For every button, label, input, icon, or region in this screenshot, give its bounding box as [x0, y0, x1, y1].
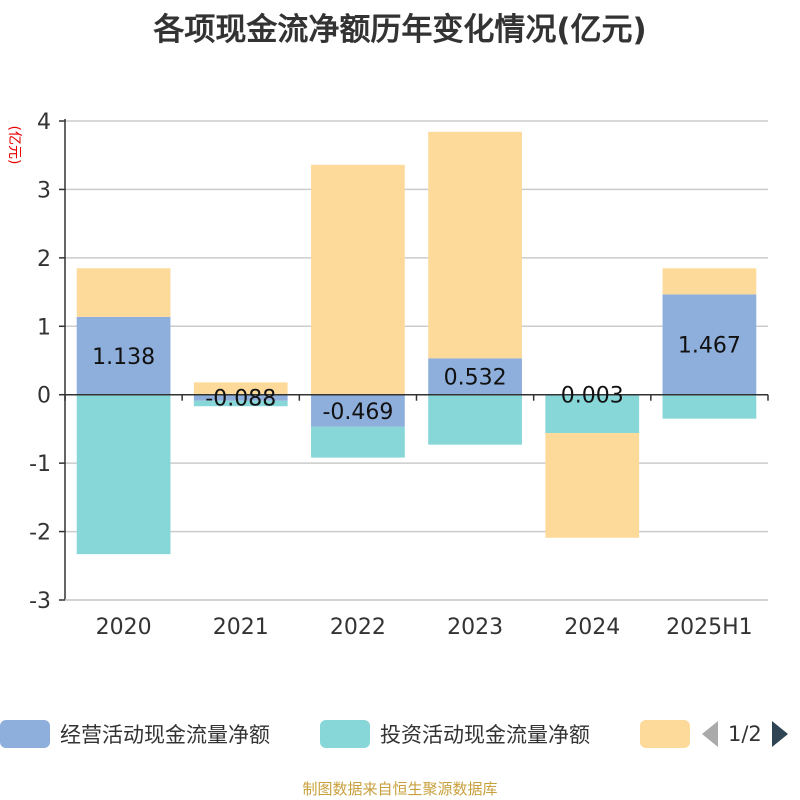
legend: 经营活动现金流量净额 投资活动现金流量净额 1/2	[0, 716, 800, 752]
legend-swatch-financing	[640, 720, 690, 748]
chart-title: 各项现金流净额历年变化情况(亿元)	[153, 12, 647, 48]
x-tick-label: 2022	[330, 615, 386, 640]
prev-page-icon[interactable]	[700, 719, 720, 749]
y-tick-label: 2	[37, 247, 51, 272]
bar-series-2-2022[interactable]	[311, 164, 405, 395]
next-page-icon[interactable]	[770, 719, 790, 749]
data-label-operating-2024: 0.003	[561, 384, 624, 409]
bar-series-2-2024[interactable]	[545, 433, 640, 538]
y-tick-label: 1	[37, 315, 51, 340]
y-tick-label: 3	[37, 178, 51, 203]
source-note: 制图数据来自恒生聚源数据库	[302, 780, 498, 798]
bar-series-0-2020[interactable]	[76, 316, 171, 395]
data-label-operating-2021: -0.088	[205, 387, 276, 412]
y-tick-label: -1	[29, 452, 51, 477]
data-label-operating-2022: -0.469	[322, 400, 393, 425]
legend-label-operating: 经营活动现金流量净额	[60, 723, 270, 747]
bar-series-0-2021[interactable]	[193, 394, 288, 401]
bar-series-0-2022[interactable]	[311, 394, 405, 427]
legend-swatch-investing	[320, 720, 370, 748]
bar-series-2-2023[interactable]	[428, 131, 522, 359]
bar-series-1-2020[interactable]	[76, 394, 171, 555]
y-tick-label: 0	[37, 384, 51, 409]
x-tick-label: 2024	[564, 615, 620, 640]
x-tick-label: 2021	[213, 615, 269, 640]
bar-series-0-2023[interactable]	[428, 358, 522, 395]
x-tick-label: 2025H1	[666, 615, 753, 640]
legend-item-financing[interactable]	[640, 716, 690, 752]
x-tick-label: 2020	[96, 615, 152, 640]
bar-series-2-2020[interactable]	[76, 268, 171, 317]
bar-series-1-2024[interactable]	[545, 394, 640, 434]
legend-label-investing: 投资活动现金流量净额	[380, 723, 590, 747]
y-axis-label: (亿元)	[6, 126, 22, 165]
legend-pager: 1/2	[700, 716, 790, 752]
bar-series-1-2025H1[interactable]	[662, 394, 757, 419]
bar-series-1-2022[interactable]	[311, 426, 405, 458]
legend-swatch-operating	[0, 720, 50, 748]
data-label-operating-2020: 1.138	[92, 345, 155, 370]
bar-series-2-2021[interactable]	[193, 382, 288, 395]
data-label-operating-2023: 0.532	[444, 366, 507, 391]
bar-series-2-2025H1[interactable]	[662, 268, 757, 295]
chart-plot: (亿元) 4 3 2 1 0 -1 -2 -3 2020 2021 2022 2023 2024 2025…	[6, 110, 769, 640]
y-tick-label: -3	[29, 589, 51, 614]
bar-series-1-2021[interactable]	[193, 400, 288, 407]
x-tick-label: 2023	[447, 615, 503, 640]
y-tick-label: 4	[37, 110, 51, 135]
legend-item-operating[interactable]: 经营活动现金流量净额	[0, 716, 270, 752]
data-label-operating-2025H1: 1.467	[678, 334, 741, 359]
legend-item-investing[interactable]: 投资活动现金流量净额	[320, 716, 590, 752]
bar-series-1-2023[interactable]	[428, 394, 522, 445]
y-tick-label: -2	[29, 521, 51, 546]
legend-page-indicator: 1/2	[728, 722, 762, 746]
bar-series-0-2025H1[interactable]	[662, 294, 757, 395]
